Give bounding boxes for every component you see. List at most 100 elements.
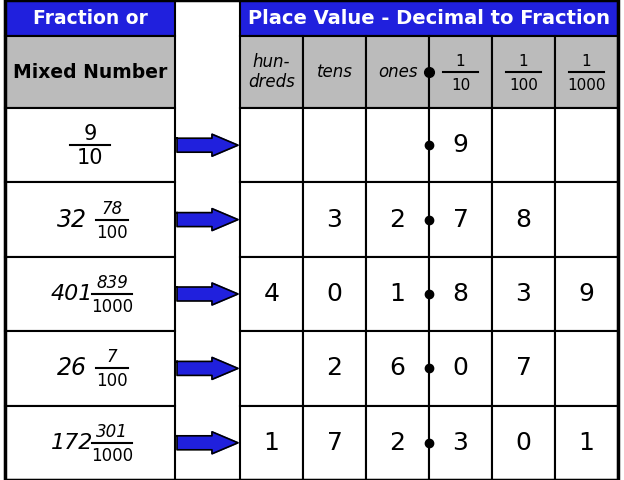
- Text: 0: 0: [515, 431, 532, 455]
- Text: tens: tens: [316, 63, 353, 81]
- FancyBboxPatch shape: [492, 257, 555, 331]
- Polygon shape: [212, 209, 238, 230]
- Text: Place Value - Decimal to Fraction: Place Value - Decimal to Fraction: [248, 9, 610, 27]
- Polygon shape: [212, 432, 238, 454]
- Text: 3: 3: [452, 431, 469, 455]
- Text: 301: 301: [96, 423, 128, 441]
- Text: 2: 2: [389, 208, 406, 232]
- Text: 100: 100: [96, 372, 128, 390]
- FancyBboxPatch shape: [240, 36, 303, 108]
- Polygon shape: [212, 134, 238, 156]
- FancyBboxPatch shape: [240, 0, 618, 36]
- FancyBboxPatch shape: [555, 36, 618, 108]
- Text: 1: 1: [456, 53, 466, 69]
- FancyBboxPatch shape: [492, 108, 555, 182]
- FancyBboxPatch shape: [177, 361, 212, 375]
- Text: 3: 3: [515, 282, 532, 306]
- FancyBboxPatch shape: [492, 36, 555, 108]
- Text: 7: 7: [452, 208, 469, 232]
- FancyBboxPatch shape: [177, 436, 212, 450]
- Text: 839: 839: [96, 274, 128, 292]
- FancyBboxPatch shape: [492, 331, 555, 406]
- Text: 0: 0: [452, 356, 469, 380]
- FancyBboxPatch shape: [303, 36, 366, 108]
- Text: 1: 1: [263, 431, 280, 455]
- FancyBboxPatch shape: [429, 108, 492, 182]
- FancyBboxPatch shape: [240, 257, 303, 331]
- FancyBboxPatch shape: [303, 182, 366, 257]
- FancyBboxPatch shape: [303, 331, 366, 406]
- Text: 7: 7: [326, 431, 343, 455]
- Text: 7: 7: [107, 348, 117, 366]
- Text: 1: 1: [578, 431, 595, 455]
- FancyBboxPatch shape: [366, 182, 429, 257]
- Text: 9: 9: [452, 133, 469, 157]
- FancyBboxPatch shape: [240, 182, 303, 257]
- Text: 8: 8: [452, 282, 469, 306]
- Text: 1000: 1000: [91, 298, 133, 316]
- FancyBboxPatch shape: [366, 36, 429, 108]
- Text: 2: 2: [389, 431, 406, 455]
- FancyBboxPatch shape: [5, 257, 175, 331]
- FancyBboxPatch shape: [5, 406, 175, 480]
- Text: Mixed Number: Mixed Number: [13, 62, 167, 82]
- FancyBboxPatch shape: [555, 257, 618, 331]
- FancyBboxPatch shape: [177, 138, 212, 152]
- Text: hun-
dreds: hun- dreds: [248, 53, 295, 91]
- FancyBboxPatch shape: [303, 406, 366, 480]
- Text: 0: 0: [326, 282, 343, 306]
- Text: 1000: 1000: [91, 447, 133, 465]
- Text: 9: 9: [578, 282, 595, 306]
- Text: 7: 7: [515, 356, 532, 380]
- FancyBboxPatch shape: [240, 406, 303, 480]
- FancyBboxPatch shape: [366, 331, 429, 406]
- Polygon shape: [212, 283, 238, 305]
- FancyBboxPatch shape: [429, 182, 492, 257]
- Text: 10: 10: [77, 148, 103, 168]
- Text: ones: ones: [378, 63, 417, 81]
- FancyBboxPatch shape: [492, 406, 555, 480]
- Text: 26: 26: [57, 356, 87, 380]
- FancyBboxPatch shape: [240, 331, 303, 406]
- FancyBboxPatch shape: [429, 36, 492, 108]
- FancyBboxPatch shape: [429, 257, 492, 331]
- FancyBboxPatch shape: [5, 0, 175, 36]
- FancyBboxPatch shape: [240, 108, 303, 182]
- Text: Fraction or: Fraction or: [32, 9, 147, 27]
- Text: 4: 4: [263, 282, 280, 306]
- Text: 9: 9: [84, 124, 97, 144]
- FancyBboxPatch shape: [429, 406, 492, 480]
- FancyBboxPatch shape: [5, 182, 175, 257]
- Text: 1: 1: [389, 282, 406, 306]
- Text: 1: 1: [582, 53, 592, 69]
- Text: 2: 2: [326, 356, 343, 380]
- Text: 10: 10: [451, 77, 470, 93]
- FancyBboxPatch shape: [177, 213, 212, 227]
- Text: 172: 172: [51, 433, 93, 453]
- FancyBboxPatch shape: [303, 108, 366, 182]
- Text: 78: 78: [101, 200, 123, 217]
- FancyBboxPatch shape: [429, 331, 492, 406]
- FancyBboxPatch shape: [177, 287, 212, 301]
- Text: 1: 1: [519, 53, 529, 69]
- FancyBboxPatch shape: [555, 182, 618, 257]
- Text: 100: 100: [509, 77, 538, 93]
- Text: 32: 32: [57, 208, 87, 232]
- FancyBboxPatch shape: [555, 406, 618, 480]
- FancyBboxPatch shape: [555, 331, 618, 406]
- FancyBboxPatch shape: [5, 331, 175, 406]
- FancyBboxPatch shape: [366, 257, 429, 331]
- Text: 8: 8: [515, 208, 532, 232]
- FancyBboxPatch shape: [303, 257, 366, 331]
- Text: 6: 6: [389, 356, 406, 380]
- FancyBboxPatch shape: [5, 36, 175, 108]
- FancyBboxPatch shape: [492, 182, 555, 257]
- Polygon shape: [212, 358, 238, 379]
- FancyBboxPatch shape: [555, 108, 618, 182]
- FancyBboxPatch shape: [366, 406, 429, 480]
- FancyBboxPatch shape: [366, 108, 429, 182]
- Text: 3: 3: [326, 208, 343, 232]
- Text: 100: 100: [96, 224, 128, 241]
- Text: 401: 401: [51, 284, 93, 304]
- Text: 1000: 1000: [567, 77, 606, 93]
